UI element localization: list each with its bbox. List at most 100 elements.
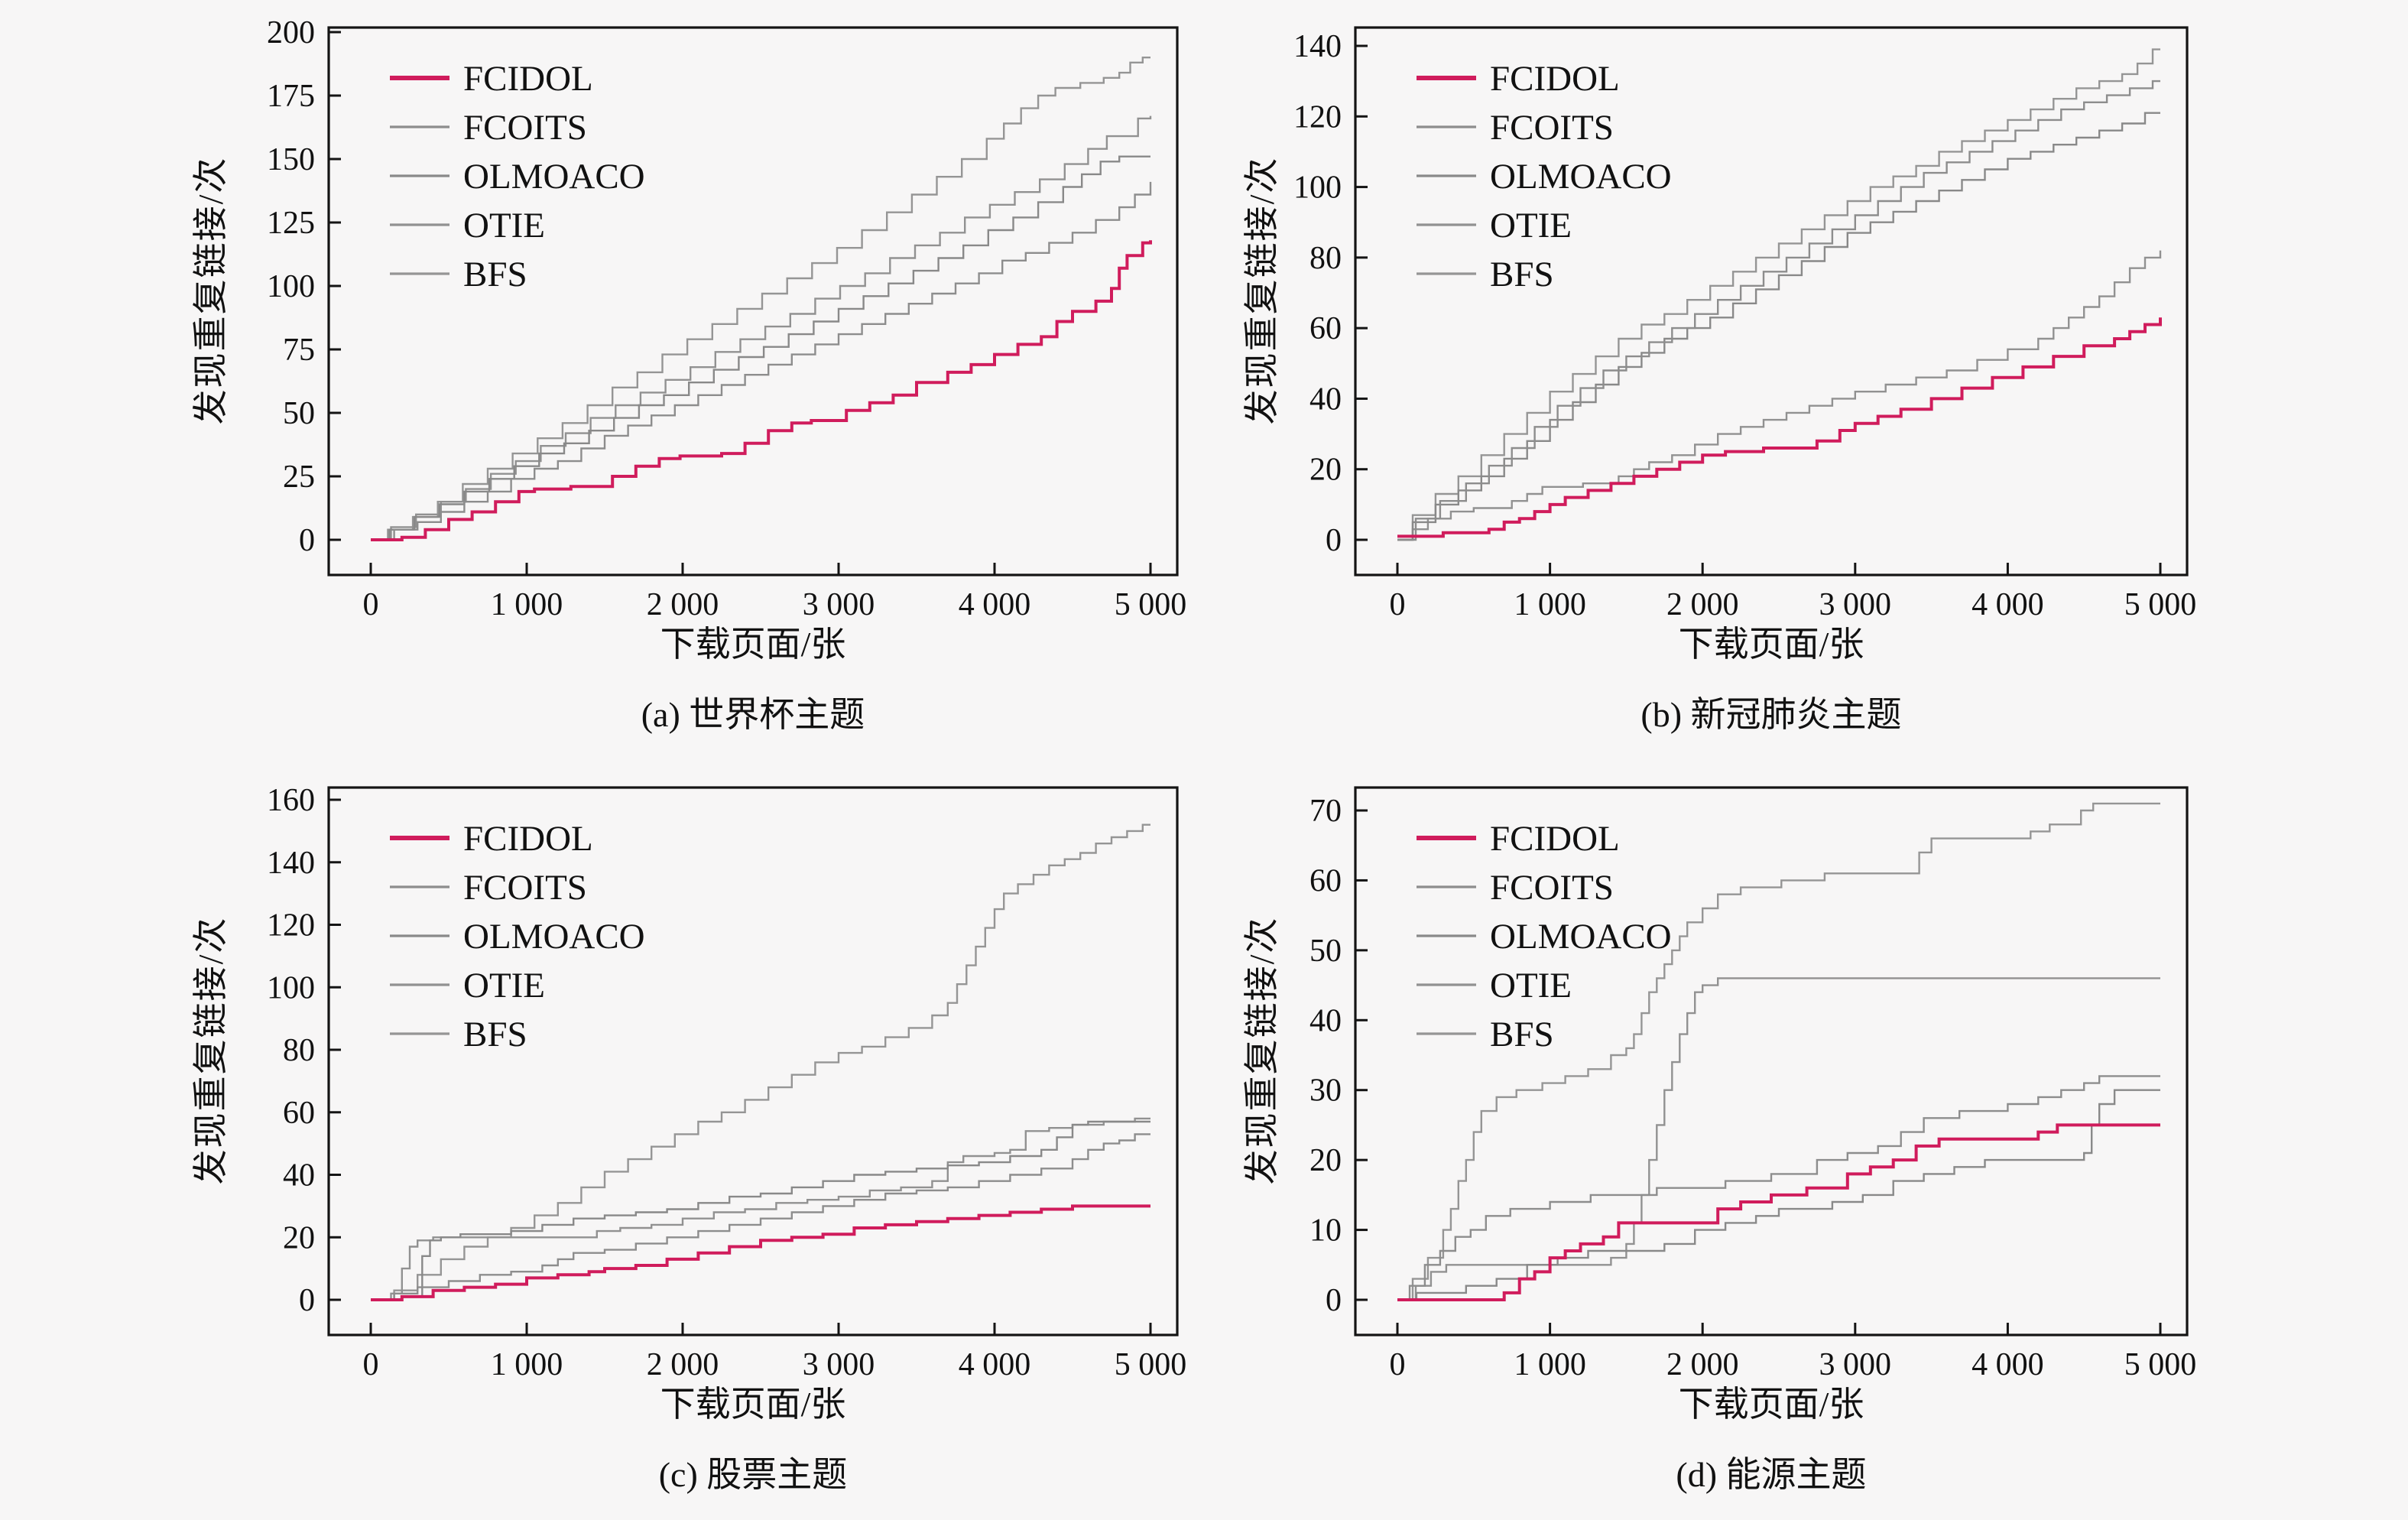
y-tick-label: 140 bbox=[1293, 29, 1342, 64]
y-axis-title: 发现重复链接/次 bbox=[191, 916, 230, 1185]
chart-canvas-a: 0 25 50 75 100 125 150 175 200 0 1 000 2 000 3 000 4 … bbox=[267, 15, 1187, 622]
series-fcoits bbox=[371, 1133, 1150, 1301]
y-axis-ticks: 0 20 40 60 80 100 120 140 bbox=[1293, 29, 1368, 558]
x-tick-label: 5 000 bbox=[1115, 1347, 1187, 1382]
y-tick-label: 0 bbox=[299, 1283, 315, 1318]
y-tick-label: 60 bbox=[283, 1096, 315, 1131]
y-tick-label: 50 bbox=[283, 396, 315, 431]
y-tick-label: 160 bbox=[267, 783, 315, 818]
legend-label-fcidol: FCIDOL bbox=[1490, 819, 1620, 859]
y-tick-label: 175 bbox=[267, 79, 315, 114]
y-tick-label: 40 bbox=[1309, 1003, 1342, 1038]
panel-caption: (c) 股票主题 bbox=[658, 1455, 848, 1494]
chart-canvas-b: 0 20 40 60 80 100 120 140 0 1 000 2 000 3 000 4 000 5… bbox=[1293, 26, 2197, 622]
x-axis-ticks: 0 1 000 2 000 3 000 4 000 5 000 bbox=[363, 563, 1187, 622]
y-tick-label: 120 bbox=[267, 908, 315, 944]
y-tick-label: 0 bbox=[1326, 523, 1342, 558]
x-axis-title: 下载页面/张 bbox=[1678, 1385, 1864, 1424]
x-axis-title: 下载页面/张 bbox=[1678, 625, 1864, 664]
legend-label-otie: OTIE bbox=[1490, 966, 1572, 1005]
plot-border bbox=[327, 26, 1179, 576]
series-fcoits bbox=[371, 181, 1152, 541]
y-tick-label: 80 bbox=[283, 1033, 315, 1068]
legend: FCIDOL FCOITS OLMOACO OTIE BFS bbox=[390, 59, 645, 294]
y-axis-ticks: 0 20 40 60 80 100 120 140 160 bbox=[267, 783, 341, 1318]
panel-world-cup: 0 25 50 75 100 125 150 175 200 0 1 000 2 000 3 000 4 … bbox=[0, 0, 1204, 760]
x-tick-label: 1 000 bbox=[1514, 587, 1586, 622]
y-tick-label: 120 bbox=[1293, 99, 1342, 135]
chart-canvas-c: 0 20 40 60 80 100 120 140 160 0 1 000 2 000 3 000 4 0… bbox=[267, 783, 1187, 1382]
x-tick-label: 2 000 bbox=[1666, 1347, 1739, 1382]
x-tick-label: 3 000 bbox=[803, 587, 875, 622]
series-bfs bbox=[371, 823, 1150, 1301]
x-tick-label: 3 000 bbox=[1819, 1347, 1892, 1382]
x-tick-label: 0 bbox=[1390, 587, 1406, 622]
legend-label-olmoaco: OLMOACO bbox=[1490, 917, 1672, 956]
panel-caption: (d) 能源主题 bbox=[1676, 1455, 1867, 1494]
chart-canvas-d: 0 10 20 30 40 50 60 70 0 1 000 2 000 3 000 4 000 5 00… bbox=[1309, 786, 2197, 1382]
x-axis-title: 下载页面/张 bbox=[660, 1385, 846, 1424]
legend-label-bfs: BFS bbox=[1490, 1015, 1554, 1054]
x-tick-label: 4 000 bbox=[959, 1347, 1031, 1382]
x-tick-label: 1 000 bbox=[491, 587, 563, 622]
x-tick-label: 1 000 bbox=[1514, 1347, 1586, 1382]
y-tick-label: 0 bbox=[299, 523, 315, 558]
y-tick-label: 60 bbox=[1309, 311, 1342, 346]
y-tick-label: 100 bbox=[267, 269, 315, 304]
x-tick-label: 4 000 bbox=[959, 587, 1031, 622]
legend-label-fcoits: FCOITS bbox=[463, 108, 587, 148]
legend-label-fcidol: FCIDOL bbox=[1490, 59, 1620, 99]
y-tick-label: 40 bbox=[1309, 382, 1342, 417]
x-tick-label: 5 000 bbox=[1115, 587, 1187, 622]
series-fcidol bbox=[1397, 317, 2162, 538]
plot-border bbox=[1354, 786, 2189, 1336]
y-tick-label: 150 bbox=[267, 142, 315, 177]
series-otie bbox=[371, 1117, 1150, 1301]
y-tick-label: 20 bbox=[283, 1220, 315, 1255]
legend-label-bfs: BFS bbox=[1490, 255, 1554, 294]
series-bfs bbox=[1397, 802, 2160, 1301]
x-tick-label: 5 000 bbox=[2124, 587, 2197, 622]
plot-border bbox=[1354, 26, 2189, 576]
y-axis-ticks: 0 10 20 30 40 50 60 70 bbox=[1309, 794, 1368, 1318]
y-tick-label: 30 bbox=[1309, 1073, 1342, 1109]
panel-covid: 0 20 40 60 80 100 120 140 0 1 000 2 000 3 000 4 000 5… bbox=[1204, 0, 2408, 760]
plot-border bbox=[327, 786, 1179, 1336]
panel-caption: (a) 世界杯主题 bbox=[641, 695, 865, 734]
series-fcidol bbox=[1397, 1123, 2160, 1301]
y-tick-label: 100 bbox=[1293, 171, 1342, 206]
series-fcidol bbox=[371, 1204, 1150, 1301]
legend-label-bfs: BFS bbox=[463, 1015, 527, 1054]
x-tick-label: 2 000 bbox=[647, 587, 719, 622]
series-fcoits bbox=[1397, 1075, 2160, 1301]
x-tick-label: 5 000 bbox=[2124, 1347, 2197, 1382]
y-tick-label: 200 bbox=[267, 15, 315, 50]
y-tick-label: 75 bbox=[283, 333, 315, 368]
x-tick-label: 2 000 bbox=[1666, 587, 1739, 622]
legend-label-fcoits: FCOITS bbox=[463, 868, 587, 908]
x-axis-ticks: 0 1 000 2 000 3 000 4 000 5 000 bbox=[363, 1323, 1187, 1382]
x-tick-label: 3 000 bbox=[1819, 587, 1892, 622]
y-axis-ticks: 0 25 50 75 100 125 150 175 200 bbox=[267, 15, 341, 558]
x-axis-ticks: 0 1 000 2 000 3 000 4 000 5 000 bbox=[1390, 563, 2197, 622]
series-fcidol bbox=[371, 240, 1152, 541]
y-axis-title: 发现重复链接/次 bbox=[191, 156, 230, 425]
y-tick-label: 60 bbox=[1309, 863, 1342, 898]
x-tick-label: 0 bbox=[363, 587, 379, 622]
series-olmoaco bbox=[1397, 1089, 2160, 1301]
y-tick-label: 125 bbox=[267, 206, 315, 241]
y-tick-label: 20 bbox=[1309, 453, 1342, 488]
y-tick-label: 25 bbox=[283, 460, 315, 495]
x-axis-title: 下载页面/张 bbox=[660, 625, 846, 664]
series-olmoaco bbox=[371, 155, 1150, 541]
legend-label-bfs: BFS bbox=[463, 255, 527, 294]
y-tick-label: 140 bbox=[267, 846, 315, 881]
series-olmoaco bbox=[371, 1120, 1150, 1301]
x-tick-label: 4 000 bbox=[1972, 587, 2044, 622]
y-tick-label: 20 bbox=[1309, 1143, 1342, 1178]
legend-label-fcoits: FCOITS bbox=[1490, 108, 1614, 148]
y-tick-label: 70 bbox=[1309, 794, 1342, 829]
y-axis-title: 发现重复链接/次 bbox=[1242, 916, 1281, 1185]
series-olmoaco bbox=[1397, 112, 2160, 541]
